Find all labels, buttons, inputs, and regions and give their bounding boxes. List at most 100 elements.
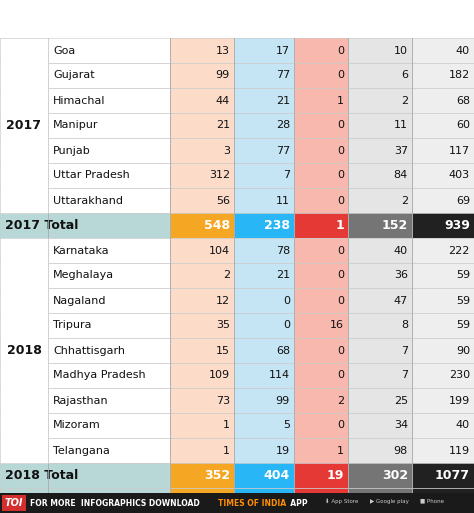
Bar [294,63,348,88]
Bar [412,288,474,313]
Text: 548: 548 [204,219,230,232]
Bar [170,238,234,263]
Text: 0: 0 [337,121,344,130]
Bar [170,463,234,488]
Text: 11: 11 [394,121,408,130]
Text: 2018 Total: 2018 Total [5,469,78,482]
Text: 230: 230 [449,370,470,381]
Bar [0,388,48,413]
Text: 19: 19 [327,469,344,482]
Bar [170,88,234,113]
Bar [412,163,474,188]
Bar [48,188,170,213]
Bar [294,313,348,338]
Bar [294,413,348,438]
Bar [294,213,348,238]
Bar [234,413,294,438]
Text: 2: 2 [401,195,408,206]
Text: Grand Total: Grand Total [5,494,86,507]
Bar [412,238,474,263]
Text: 0: 0 [337,270,344,281]
Text: Uttar Pradesh: Uttar Pradesh [53,170,130,181]
Text: 1: 1 [223,421,230,430]
Bar [48,263,170,288]
Text: 13: 13 [216,46,230,55]
Bar [234,363,294,388]
Bar [412,88,474,113]
Text: 40: 40 [456,421,470,430]
Text: 2: 2 [223,270,230,281]
Bar [170,263,234,288]
Text: 25: 25 [394,396,408,405]
Text: 1: 1 [335,219,344,232]
Bar [234,163,294,188]
Bar [294,88,348,113]
Bar [48,63,170,88]
Bar [412,413,474,438]
Text: 117: 117 [449,146,470,155]
Text: Nagaland: Nagaland [53,295,107,306]
Bar [348,438,412,463]
Bar [48,388,170,413]
Bar [170,488,234,513]
Bar [348,338,412,363]
Text: 222: 222 [448,246,470,255]
Bar [348,38,412,63]
Bar [294,363,348,388]
Bar [0,163,48,188]
Text: 19: 19 [276,445,290,456]
Text: 0: 0 [337,345,344,356]
Text: 59: 59 [456,295,470,306]
Text: 40: 40 [456,46,470,55]
Text: 60: 60 [456,121,470,130]
Text: 8: 8 [401,321,408,330]
Bar [0,263,48,288]
Text: 7: 7 [283,170,290,181]
Text: 35: 35 [216,321,230,330]
Text: Chhattisgarh: Chhattisgarh [53,345,125,356]
Text: 1: 1 [337,445,344,456]
Bar [412,138,474,163]
Text: 0: 0 [337,170,344,181]
Bar [48,338,170,363]
Bar [348,113,412,138]
Text: 0: 0 [337,195,344,206]
Bar [412,213,474,238]
Bar [170,363,234,388]
Bar [294,388,348,413]
Bar [234,488,294,513]
Text: 34: 34 [394,421,408,430]
Bar [412,113,474,138]
Bar [234,88,294,113]
Bar [0,313,48,338]
Text: Gujarat: Gujarat [53,70,95,81]
Bar [0,38,48,63]
Bar [0,438,48,463]
Text: 73: 73 [216,396,230,405]
Bar [48,288,170,313]
Text: 5: 5 [283,421,290,430]
Text: Meghalaya: Meghalaya [53,270,114,281]
Bar [0,363,48,388]
Text: 6: 6 [401,70,408,81]
Text: 37: 37 [394,146,408,155]
Text: 939: 939 [444,219,470,232]
Bar [294,188,348,213]
Bar [234,63,294,88]
Bar [348,313,412,338]
Bar [170,213,234,238]
Bar [0,288,48,313]
Text: 0: 0 [283,295,290,306]
Text: 28: 28 [276,121,290,130]
Text: 312: 312 [209,170,230,181]
Bar [294,38,348,63]
Text: Uttarakhand: Uttarakhand [53,195,123,206]
Bar [170,163,234,188]
Text: 11: 11 [276,195,290,206]
Text: 2: 2 [337,396,344,405]
Bar [412,488,474,513]
Text: 104: 104 [209,246,230,255]
Text: 0: 0 [337,70,344,81]
Bar [412,313,474,338]
Bar [234,113,294,138]
